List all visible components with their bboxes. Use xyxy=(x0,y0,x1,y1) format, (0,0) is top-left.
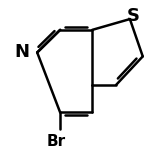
Text: S: S xyxy=(127,7,140,25)
Text: Br: Br xyxy=(47,134,66,149)
Text: N: N xyxy=(14,43,29,62)
